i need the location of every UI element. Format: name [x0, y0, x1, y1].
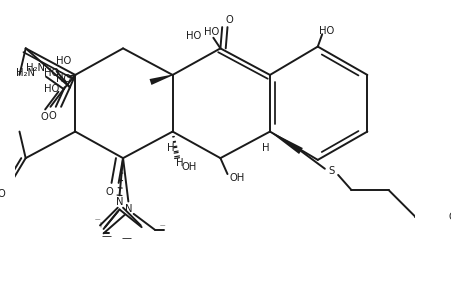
- Text: OH: OH: [181, 162, 196, 172]
- Text: HO: HO: [185, 31, 201, 41]
- Text: HO: HO: [318, 26, 334, 36]
- Polygon shape: [149, 75, 172, 85]
- Text: O: O: [48, 111, 56, 121]
- Text: H: H: [167, 143, 174, 153]
- Text: HO: HO: [55, 56, 71, 66]
- Text: S: S: [328, 166, 334, 175]
- Text: N: N: [115, 197, 123, 207]
- Polygon shape: [269, 131, 302, 154]
- Text: H₂N: H₂N: [26, 63, 45, 73]
- Text: H: H: [261, 143, 269, 153]
- Text: O: O: [225, 15, 233, 25]
- Text: H: H: [175, 158, 183, 168]
- Text: Cl: Cl: [447, 212, 451, 221]
- Text: HO: HO: [55, 74, 71, 84]
- Text: H₂N: H₂N: [16, 68, 35, 78]
- Text: N: N: [124, 204, 132, 214]
- Text: —: —: [121, 233, 131, 243]
- Text: OH: OH: [229, 173, 244, 183]
- Text: |: |: [99, 222, 101, 227]
- Text: O: O: [106, 187, 113, 197]
- Text: HO: HO: [44, 68, 59, 78]
- Text: HO: HO: [203, 27, 219, 37]
- Text: —: —: [159, 224, 164, 229]
- Text: O: O: [40, 112, 48, 122]
- Text: —: —: [94, 217, 100, 223]
- Text: HO: HO: [44, 84, 59, 94]
- Text: O: O: [0, 189, 5, 198]
- Text: —: —: [101, 231, 111, 241]
